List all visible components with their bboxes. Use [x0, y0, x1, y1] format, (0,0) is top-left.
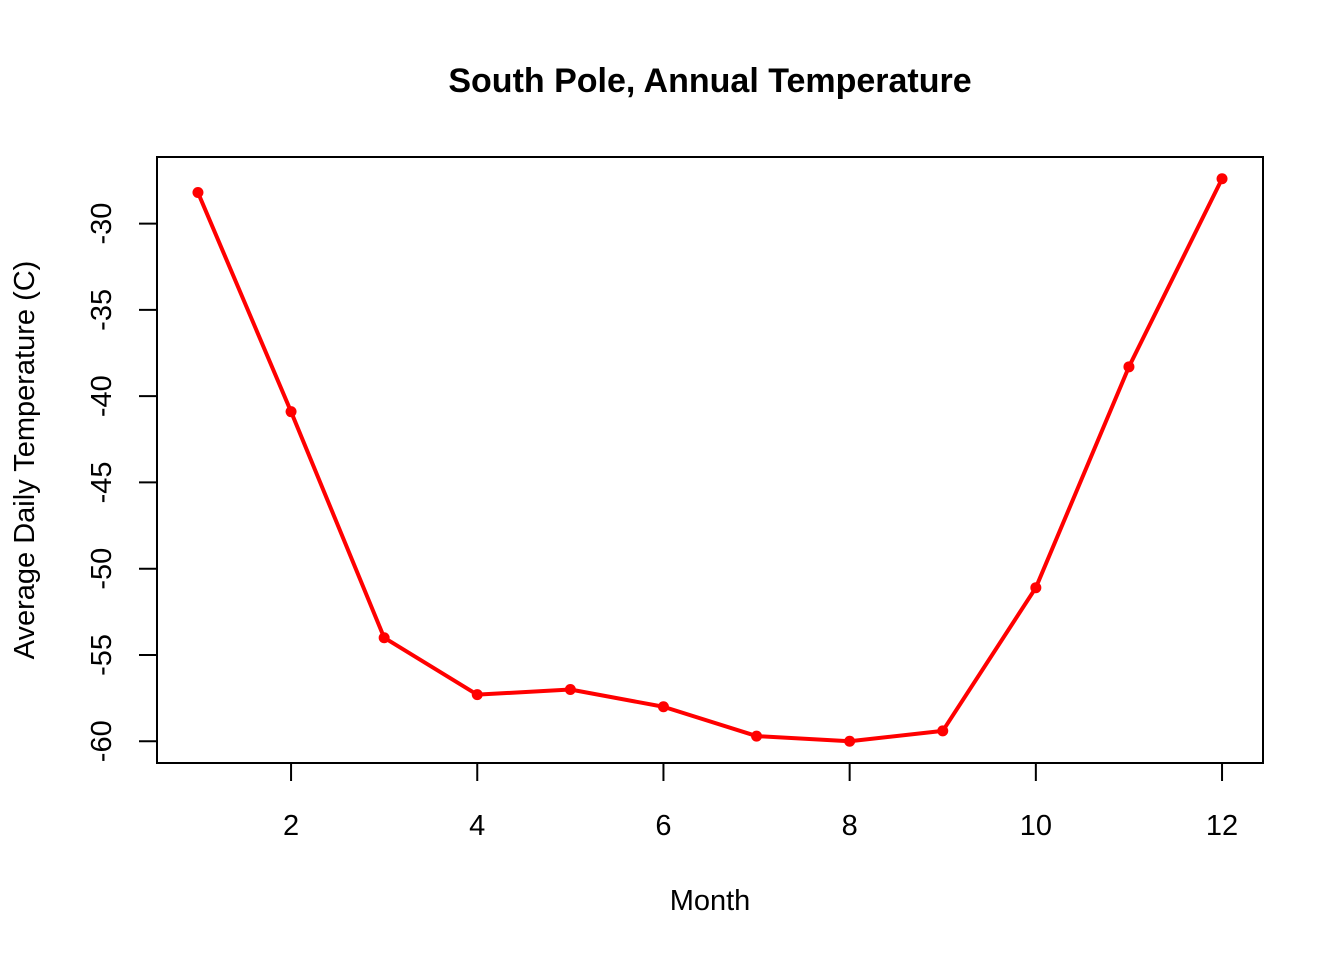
x-tick-label: 12: [1206, 810, 1238, 842]
data-point: [285, 406, 297, 418]
y-tick-label: -50: [86, 548, 118, 590]
data-point: [1030, 582, 1042, 594]
data-point: [564, 683, 576, 695]
data-point: [378, 632, 390, 644]
x-tick-label: 6: [655, 810, 671, 842]
x-tick-label: 2: [283, 810, 299, 842]
data-point: [751, 730, 763, 742]
y-tick-label: -40: [86, 375, 118, 417]
data-point: [471, 689, 483, 701]
data-point: [937, 725, 949, 737]
y-axis-label: Average Daily Temperature (C): [9, 261, 41, 660]
data-point: [657, 701, 669, 713]
y-tick-label: -55: [86, 634, 118, 676]
chart-title: South Pole, Annual Temperature: [448, 62, 971, 100]
data-point: [1216, 173, 1228, 185]
data-point: [1123, 361, 1135, 373]
y-tick-label: -35: [86, 289, 118, 331]
x-tick-label: 4: [469, 810, 485, 842]
y-tick-label: -60: [86, 720, 118, 762]
y-axis: -30 -35 -40 -45 -50 -55 -60: [86, 203, 158, 762]
plot-area: [156, 156, 1264, 764]
data-point: [844, 735, 856, 747]
series-layer: [192, 173, 1228, 747]
series-line: [195, 176, 1225, 744]
x-axis-label: Month: [670, 885, 751, 917]
x-tick-label: 10: [1020, 810, 1052, 842]
y-tick-label: -45: [86, 461, 118, 503]
x-tick-label: 8: [842, 810, 858, 842]
x-axis: 2 4 6 8 10 12: [283, 762, 1238, 842]
y-tick-label: -30: [86, 203, 118, 245]
data-point: [192, 187, 204, 199]
